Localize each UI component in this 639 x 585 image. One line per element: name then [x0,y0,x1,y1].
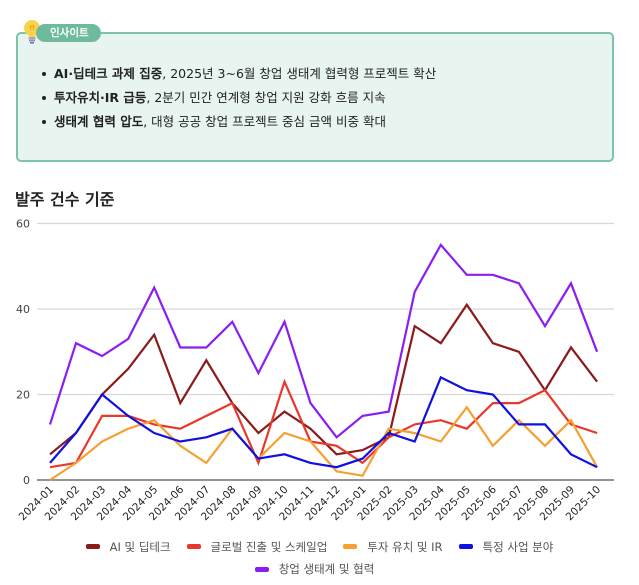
insight-item-highlight: AI·딥테크 과제 집중 [54,66,163,81]
y-tick-label: 20 [16,389,30,402]
insight-box: AI·딥테크 과제 집중, 2025년 3~6월 창업 생태계 협력형 프로젝트… [16,32,614,162]
insight-item-highlight: 투자유치·IR 급등 [54,90,147,105]
legend-label: 글로벌 진출 및 스케일업 [210,539,328,554]
chart-title: 발주 건수 기준 [15,190,115,209]
legend-swatch-icon [458,544,473,549]
legend-label: 투자 유치 및 IR [367,539,443,554]
insight-item-highlight: 생태계 협력 압도 [54,114,144,129]
legend-label: 창업 생태계 및 협력 [278,562,375,576]
insight-item: 생태계 협력 압도, 대형 공공 창업 프로젝트 중심 금액 비중 확대 [38,110,436,134]
legend-swatch-icon [85,544,100,549]
legend-item[interactable]: 투자 유치 및 IR [343,539,443,555]
series-line [49,378,598,469]
legend-swatch-icon [343,544,358,549]
legend-item[interactable]: 글로벌 진출 및 스케일업 [186,539,328,555]
legend-swatch-icon [186,544,201,549]
y-tick-label: 40 [16,303,30,316]
insight-item-text: , 2025년 3~6월 창업 생태계 협력형 프로젝트 확산 [162,66,437,81]
insight-item-text: , 2분기 민간 연계형 창업 지원 강화 흐름 지속 [146,90,386,105]
insight-item-text: , 대형 공공 창업 프로젝트 중심 금액 비중 확대 [143,114,386,129]
series-line [48,242,599,439]
y-tick-label: 0 [23,474,30,487]
legend-item[interactable]: 특정 사업 분야 [458,539,554,555]
y-tick-label: 60 [16,218,30,231]
series-line [49,375,598,469]
legend-swatch-icon [254,566,269,572]
insight-item: AI·딥테크 과제 집중, 2025년 3~6월 창업 생태계 협력형 프로젝트… [38,62,436,86]
legend-label: AI 및 딥테크 [109,539,171,554]
insight-list: AI·딥테크 과제 집중, 2025년 3~6월 창업 생태계 협력형 프로젝트… [38,62,436,134]
insight-badge: 인사이트 [36,24,101,42]
legend-item[interactable]: 창업 생태계 및 협력 [254,561,375,577]
legend-item[interactable]: AI 및 딥테크 [85,539,171,555]
insight-item: 투자유치·IR 급등, 2분기 민간 연계형 창업 지원 강화 흐름 지속 [38,86,436,110]
line-chart: 02040602024-012024-022024-032024-042024-… [16,218,614,523]
series-line [49,302,598,456]
legend-label: 특정 사업 분야 [482,539,554,554]
